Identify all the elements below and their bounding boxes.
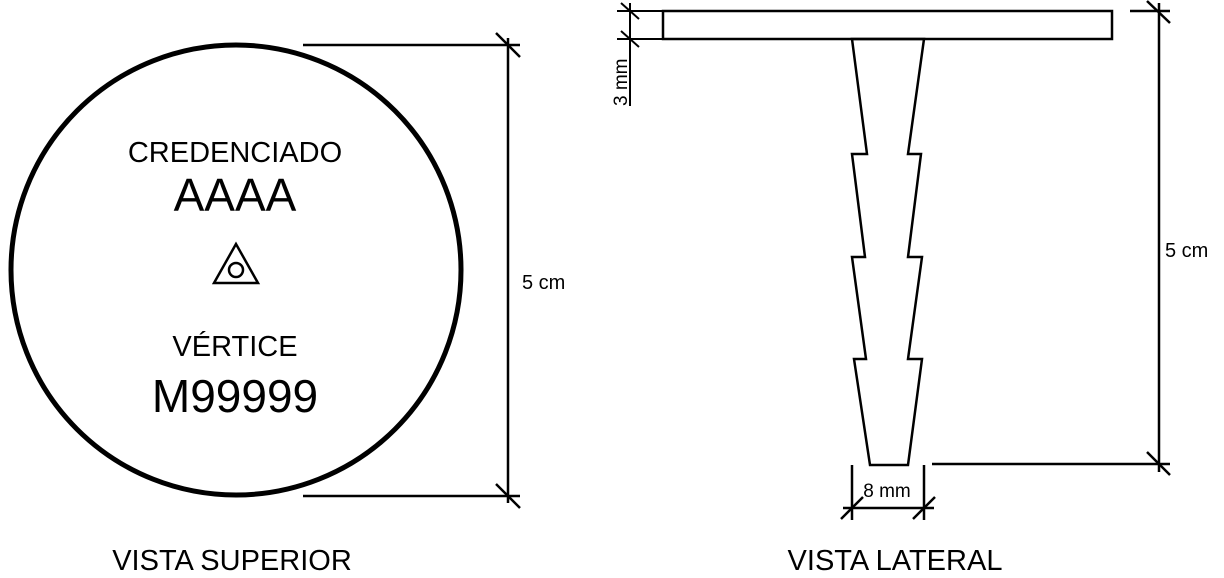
length-dimension: [932, 0, 1171, 476]
head-thickness-label: 3 mm: [611, 59, 632, 107]
top-view-caption: VISTA SUPERIOR: [112, 545, 352, 577]
vertice-label: VÉRTICE: [172, 330, 297, 363]
top-view: CREDENCIADO AAAA VÉRTICE M99999 5 cm VIS…: [8, 32, 565, 577]
vertice-code: M99999: [152, 370, 318, 422]
credenciado-code: AAAA: [174, 169, 297, 221]
diameter-dimension: [303, 32, 521, 509]
credenciado-label: CREDENCIADO: [128, 137, 342, 169]
triangle-circle-icon: [211, 241, 261, 285]
length-label: 5 cm: [1165, 240, 1208, 262]
side-view-caption: VISTA LATERAL: [788, 545, 1003, 577]
tip-width-label: 8 mm: [863, 481, 911, 502]
marker-disc-outline: [8, 42, 464, 498]
marker-spike-profile: [850, 37, 926, 467]
diameter-label: 5 cm: [522, 272, 565, 294]
side-view: 3 mm 5 cm 8 mm VISTA LATERAL: [611, 0, 1208, 577]
head-thickness-dimension: [617, 2, 663, 106]
tip-width-dimension: [840, 465, 936, 520]
marker-head-plate: [661, 9, 1114, 41]
